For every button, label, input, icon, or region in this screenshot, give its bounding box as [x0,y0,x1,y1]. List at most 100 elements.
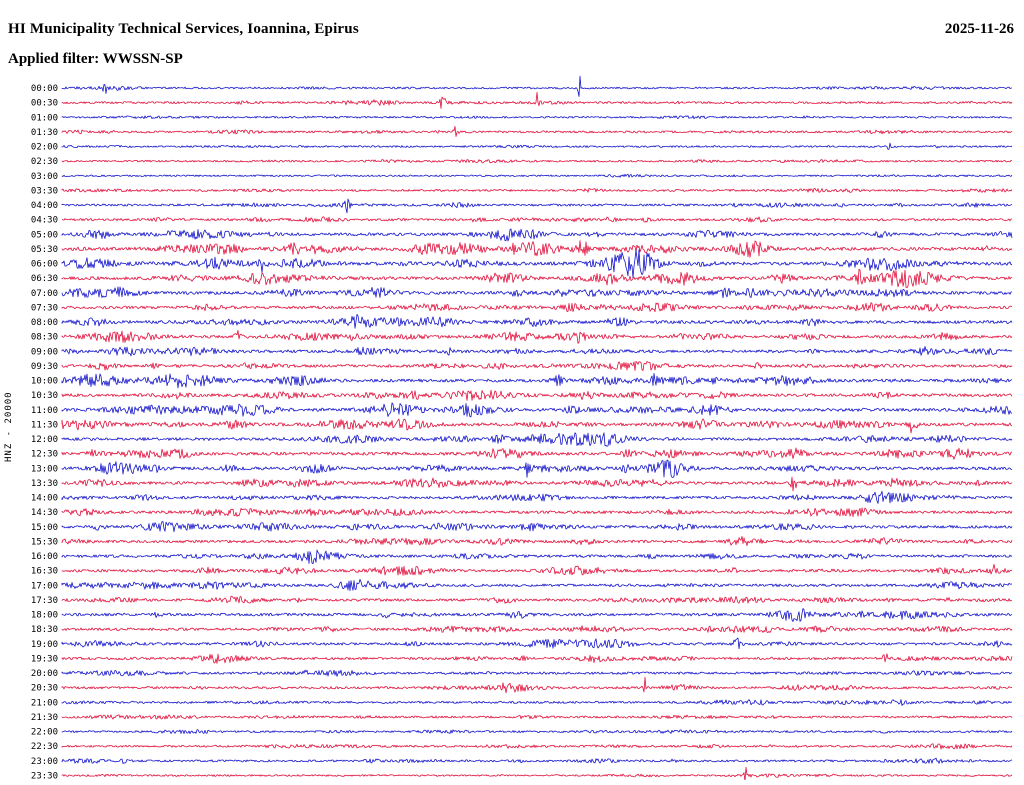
time-label: 13:00 [31,464,58,474]
time-label: 15:00 [31,523,58,533]
time-label: 19:00 [31,640,58,650]
seismogram-trace [61,536,1013,547]
seismogram-trace [61,268,1013,288]
time-label: 15:30 [31,538,58,548]
seismogram-trace [61,198,1013,214]
seismogram-trace [61,286,1013,299]
seismogram-trace [61,240,1013,258]
time-label: 22:00 [31,728,58,738]
seismogram-trace [61,361,1013,371]
seismogram-trace [61,216,1013,223]
time-label: 17:00 [31,581,58,591]
time-label: 21:00 [31,698,58,708]
seismogram-trace [61,447,1013,460]
seismogram-trace [61,432,1013,447]
time-label: 04:30 [31,216,58,226]
time-label: 16:30 [31,567,58,577]
seismogram-trace [61,699,1013,706]
time-label: 04:00 [31,201,58,211]
time-label: 02:00 [31,143,58,153]
seismogram-trace [61,676,1013,694]
seismogram-trace [61,92,1013,109]
seismogram-trace [61,766,1013,782]
seismogram-trace [61,625,1013,634]
time-label: 23:00 [31,757,58,767]
time-label: 16:00 [31,552,58,562]
time-label: 05:30 [31,245,58,255]
seismogram-trace [61,637,1013,650]
seismogram-trace [61,418,1013,434]
seismogram-trace [61,476,1013,492]
time-label: 11:00 [31,406,58,416]
time-label: 08:00 [31,318,58,328]
time-label: 07:30 [31,303,58,313]
time-label: 09:00 [31,347,58,357]
seismogram-trace [61,669,1013,677]
seismogram-trace [61,490,1013,504]
page-title: HI Municipality Technical Services, Ioan… [8,21,359,37]
time-label: 21:30 [31,713,58,723]
seismogram-trace [61,159,1013,164]
seismogram-trace [61,549,1013,564]
seismogram-trace [61,743,1013,750]
seismogram-trace [61,653,1013,664]
time-label: 10:00 [31,377,58,387]
seismogram-trace [61,302,1013,313]
seismogram-trace [61,126,1013,137]
time-label: 06:30 [31,274,58,284]
seismogram-trace [61,579,1013,592]
seismogram-trace [61,75,1013,97]
time-label: 01:00 [31,113,58,123]
seismogram-trace [61,228,1013,242]
time-label: 19:30 [31,655,58,665]
seismogram-trace [61,173,1013,178]
seismogram-trace [61,389,1013,401]
seismogram-trace [61,249,1013,278]
time-label: 10:30 [31,391,58,401]
time-label: 20:30 [31,684,58,694]
seismogram-trace [61,608,1013,622]
time-label: 05:00 [31,230,58,240]
time-label: 06:00 [31,260,58,270]
time-label: 08:30 [31,333,58,343]
seismogram-trace [61,714,1013,720]
seismogram-trace [61,729,1013,734]
seismogram-trace [61,142,1013,150]
seismogram-trace [61,188,1013,193]
time-label: 20:00 [31,669,58,679]
seismogram-trace [61,521,1013,533]
seismogram-trace [61,115,1013,120]
time-label: 00:00 [31,84,58,94]
time-label: 14:00 [31,494,58,504]
seismogram-trace [61,564,1013,576]
time-label: 03:30 [31,186,58,196]
time-label: 09:30 [31,362,58,372]
seismogram-trace [61,314,1013,329]
time-label: 18:30 [31,625,58,635]
time-label: 00:30 [31,99,58,109]
time-label: 13:30 [31,479,58,489]
time-label: 18:00 [31,611,58,621]
time-label: 22:30 [31,742,58,752]
seismogram-trace [61,507,1013,518]
date-label: 2025-11-26 [944,21,1014,37]
time-label: 07:00 [31,289,58,299]
seismogram-trace [61,330,1013,344]
seismogram-trace [61,346,1013,357]
time-label: 01:30 [31,128,58,138]
seismogram-trace [61,373,1013,389]
filter-label: Applied filter: WWSSN-SP [8,51,183,67]
time-label: 14:30 [31,508,58,518]
time-label: 02:30 [31,157,58,167]
time-label: 12:00 [31,435,58,445]
seismogram-trace [61,459,1013,478]
time-label: 17:30 [31,596,58,606]
seismogram-trace [61,757,1013,764]
time-label: 11:30 [31,420,58,430]
seismogram-trace [61,402,1013,418]
time-label: 12:30 [31,450,58,460]
time-label: 23:30 [31,772,58,781]
